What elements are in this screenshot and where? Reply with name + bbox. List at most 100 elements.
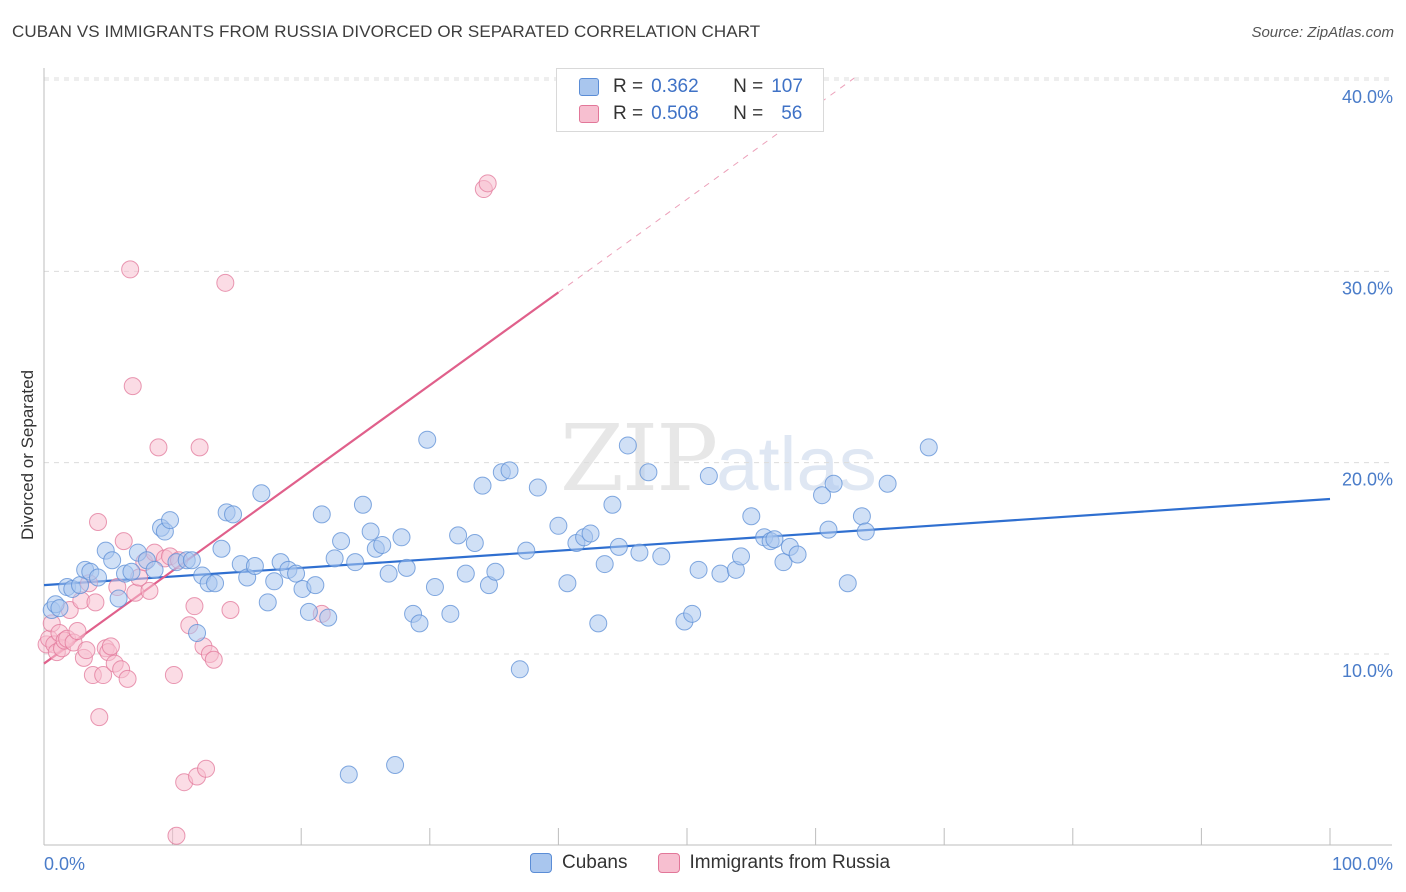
legend-swatch-cubans (579, 78, 599, 96)
point-cubans (473, 476, 492, 495)
point-cubans (206, 574, 225, 593)
legend-n-label: N = (733, 103, 764, 124)
point-russia (101, 637, 120, 656)
point-cubans (397, 558, 416, 577)
source-credit: Source: ZipAtlas.com (1251, 24, 1394, 41)
y-tick-label: 10.0% (1342, 661, 1393, 681)
bottom-legend-russia[interactable]: Immigrants from Russia (657, 852, 890, 874)
point-cubans (549, 516, 568, 535)
point-cubans (245, 556, 264, 575)
point-cubans (510, 660, 529, 679)
point-cubans (878, 474, 897, 493)
point-cubans (449, 526, 468, 545)
legend-row-russia: R = 0.508 N = 56 (579, 102, 802, 126)
point-cubans (486, 562, 505, 581)
point-cubans (332, 532, 351, 551)
x-tick-label: 0.0% (44, 854, 85, 874)
chart-title: CUBAN VS IMMIGRANTS FROM RUSSIA DIVORCED… (12, 22, 761, 41)
point-russia (86, 593, 105, 612)
point-cubans (145, 560, 164, 579)
tick-labels: 10.0% 20.0% 30.0% 40.0% 0.0% 100.0% (44, 87, 1393, 874)
legend-swatch-russia (579, 105, 599, 123)
point-cubans (595, 555, 614, 574)
point-russia (77, 641, 96, 660)
point-cubans (609, 537, 628, 556)
y-tick-label: 30.0% (1342, 278, 1393, 298)
legend-r-label: R = (613, 103, 644, 124)
point-russia (478, 174, 497, 193)
point-cubans (465, 534, 484, 553)
point-cubans (103, 551, 122, 570)
watermark: ZIPatlas (560, 405, 877, 512)
point-cubans (319, 608, 338, 627)
point-cubans (392, 528, 411, 547)
point-russia (164, 666, 183, 685)
point-cubans (528, 478, 547, 497)
point-cubans (312, 505, 331, 524)
point-cubans (425, 578, 444, 597)
point-cubans (224, 505, 243, 524)
point-cubans (838, 574, 857, 593)
point-cubans (258, 593, 277, 612)
point-russia (94, 666, 113, 685)
bottom-legend-swatch-russia (657, 853, 680, 873)
point-cubans (618, 436, 637, 455)
trend-line-russia (43, 291, 560, 665)
point-cubans (353, 495, 372, 514)
legend-box: R = 0.362 N = 107 R = 0.508 N = 56 (556, 68, 824, 132)
data-points (37, 174, 938, 845)
point-cubans (683, 604, 702, 623)
point-russia (68, 622, 87, 641)
point-cubans (630, 543, 649, 562)
point-cubans (265, 572, 284, 591)
point-cubans (299, 602, 318, 621)
point-cubans (379, 564, 398, 583)
point-cubans (287, 564, 306, 583)
point-cubans (188, 623, 207, 642)
point-russia (190, 438, 209, 457)
legend-r-value: 0.508 (651, 103, 699, 124)
point-cubans (122, 562, 141, 581)
point-cubans (689, 560, 708, 579)
point-cubans (339, 765, 358, 784)
point-russia (121, 260, 140, 279)
watermark-atlas: atlas (716, 422, 877, 507)
y-tick-label: 40.0% (1342, 87, 1393, 107)
point-russia (167, 826, 186, 845)
point-cubans (517, 541, 536, 560)
point-cubans (711, 564, 730, 583)
point-cubans (824, 474, 843, 493)
legend-n-value: 107 (771, 76, 803, 97)
bottom-legend-label-cubans: Cubans (562, 852, 628, 873)
point-cubans (774, 553, 793, 572)
bottom-legend-swatch-cubans (530, 853, 552, 873)
point-cubans (441, 604, 460, 623)
point-cubans (699, 467, 718, 486)
point-cubans (161, 511, 180, 530)
point-cubans (765, 530, 784, 549)
point-cubans (788, 545, 807, 564)
bottom-legend-cubans[interactable]: Cubans (530, 852, 628, 874)
point-cubans (603, 495, 622, 514)
x-tick-label: 100.0% (1332, 854, 1393, 874)
point-cubans (581, 524, 600, 543)
point-russia (204, 650, 223, 669)
point-cubans (500, 461, 519, 480)
point-russia (140, 581, 159, 600)
point-cubans (346, 553, 365, 572)
point-cubans (919, 438, 938, 457)
point-cubans (109, 589, 128, 608)
point-cubans (325, 549, 344, 568)
point-russia (221, 600, 240, 619)
point-cubans (182, 551, 201, 570)
axes (43, 68, 1392, 846)
point-cubans (639, 463, 658, 482)
point-cubans (361, 522, 380, 541)
legend-row-cubans: R = 0.362 N = 107 (579, 75, 803, 99)
point-cubans (50, 599, 69, 618)
point-cubans (813, 486, 832, 505)
point-cubans (212, 539, 231, 558)
point-russia (197, 759, 216, 778)
point-russia (216, 273, 235, 292)
point-cubans (856, 522, 875, 541)
